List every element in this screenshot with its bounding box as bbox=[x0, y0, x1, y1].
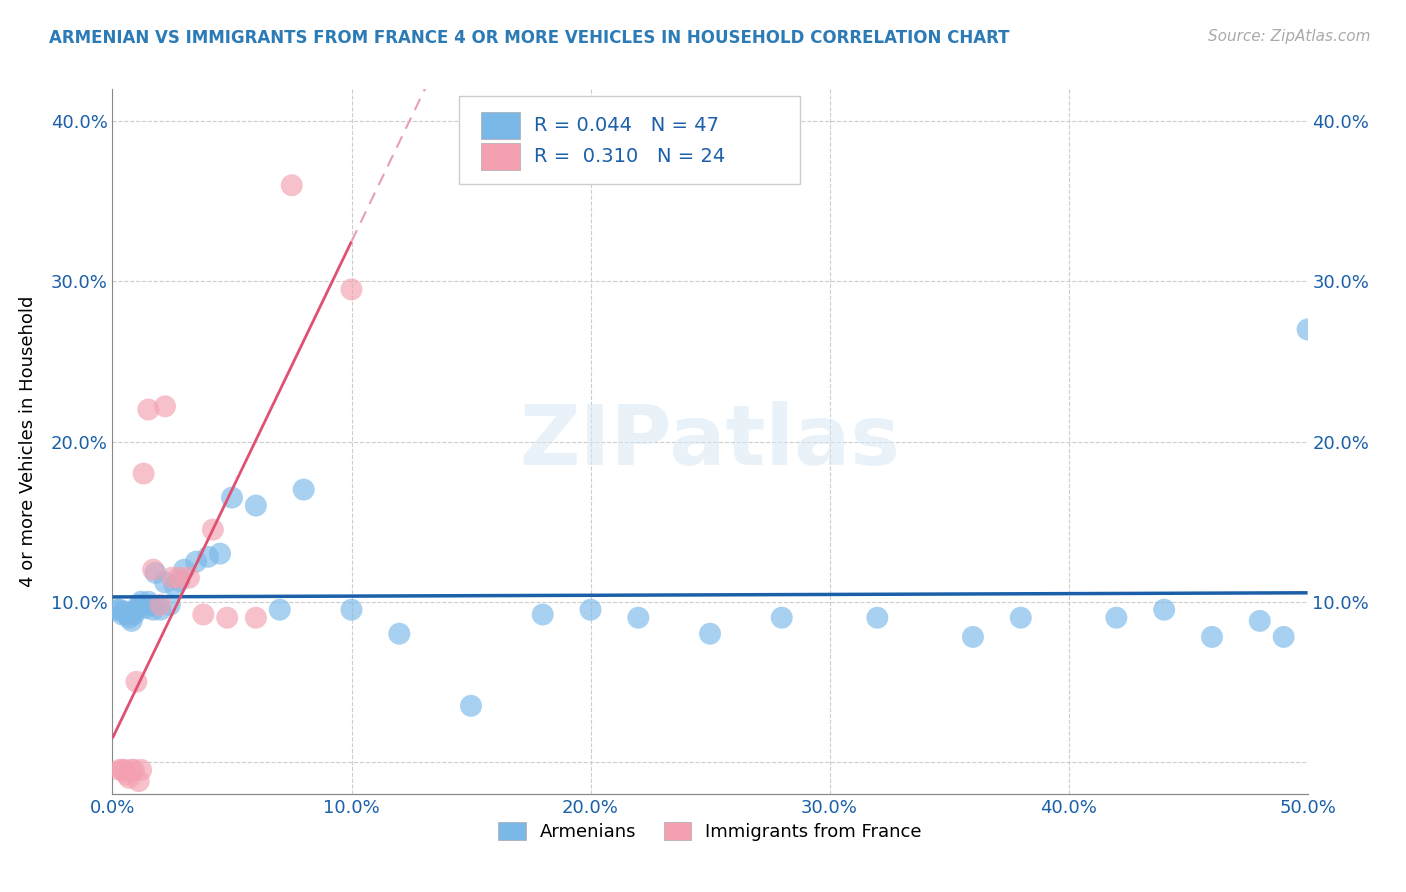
Point bbox=[340, 282, 363, 296]
Point bbox=[340, 603, 363, 617]
Point bbox=[221, 491, 243, 505]
Point bbox=[209, 547, 232, 561]
Point bbox=[197, 549, 219, 564]
Point bbox=[142, 603, 165, 617]
Text: ARMENIAN VS IMMIGRANTS FROM FRANCE 4 OR MORE VEHICLES IN HOUSEHOLD CORRELATION C: ARMENIAN VS IMMIGRANTS FROM FRANCE 4 OR … bbox=[49, 29, 1010, 46]
Point bbox=[770, 610, 793, 624]
Point bbox=[153, 575, 176, 590]
Point bbox=[118, 610, 141, 624]
Point bbox=[111, 763, 134, 777]
Bar bbox=[481, 112, 520, 138]
Point bbox=[128, 598, 150, 612]
Point bbox=[962, 630, 984, 644]
Point bbox=[145, 566, 167, 580]
Point bbox=[122, 607, 145, 622]
Point bbox=[121, 614, 143, 628]
Point bbox=[1201, 630, 1223, 644]
Point bbox=[269, 603, 291, 617]
Point bbox=[149, 598, 172, 612]
Point bbox=[169, 574, 191, 588]
Point bbox=[1272, 630, 1295, 644]
Point bbox=[153, 399, 176, 413]
Point bbox=[388, 626, 411, 640]
Point bbox=[177, 571, 200, 585]
Point bbox=[1296, 322, 1319, 336]
Point bbox=[1249, 614, 1271, 628]
Text: ZIPatlas: ZIPatlas bbox=[520, 401, 900, 482]
Point bbox=[1010, 610, 1032, 624]
Bar bbox=[481, 144, 520, 170]
Point bbox=[115, 767, 138, 781]
Point bbox=[122, 763, 145, 777]
Point bbox=[193, 607, 215, 622]
Point bbox=[162, 571, 183, 585]
Point bbox=[138, 402, 160, 417]
Point bbox=[142, 563, 165, 577]
Point bbox=[201, 523, 224, 537]
Point bbox=[108, 763, 131, 777]
Point bbox=[173, 563, 195, 577]
Point bbox=[128, 774, 150, 789]
Point bbox=[132, 598, 155, 612]
Text: R =  0.310   N = 24: R = 0.310 N = 24 bbox=[534, 147, 725, 166]
Point bbox=[132, 467, 155, 481]
Point bbox=[125, 603, 148, 617]
Point bbox=[129, 763, 152, 777]
Point bbox=[1153, 603, 1175, 617]
Point bbox=[135, 601, 157, 615]
Point bbox=[114, 763, 135, 777]
Point bbox=[245, 610, 267, 624]
Point bbox=[245, 499, 267, 513]
Point bbox=[627, 610, 650, 624]
Point bbox=[115, 607, 138, 622]
Point bbox=[121, 763, 143, 777]
Point bbox=[105, 603, 128, 617]
Point bbox=[108, 603, 131, 617]
Point bbox=[114, 604, 135, 618]
Point bbox=[292, 483, 315, 497]
Point bbox=[125, 674, 148, 689]
Point bbox=[866, 610, 889, 624]
Point bbox=[579, 603, 602, 617]
Point bbox=[139, 598, 162, 612]
Point bbox=[169, 571, 191, 585]
Point bbox=[1105, 610, 1128, 624]
Point bbox=[149, 603, 172, 617]
Y-axis label: 4 or more Vehicles in Household: 4 or more Vehicles in Household bbox=[18, 296, 37, 587]
Point bbox=[281, 178, 304, 193]
Point bbox=[111, 607, 134, 622]
Text: R = 0.044   N = 47: R = 0.044 N = 47 bbox=[534, 116, 720, 135]
Point bbox=[129, 595, 152, 609]
Point bbox=[217, 610, 239, 624]
Point bbox=[531, 607, 554, 622]
Legend: Armenians, Immigrants from France: Armenians, Immigrants from France bbox=[491, 814, 929, 848]
Point bbox=[186, 555, 208, 569]
Text: Source: ZipAtlas.com: Source: ZipAtlas.com bbox=[1208, 29, 1371, 44]
Point bbox=[699, 626, 721, 640]
FancyBboxPatch shape bbox=[458, 96, 800, 185]
Point bbox=[138, 595, 160, 609]
Point bbox=[163, 579, 186, 593]
Point bbox=[460, 698, 482, 713]
Point bbox=[159, 598, 181, 612]
Point bbox=[118, 771, 141, 785]
